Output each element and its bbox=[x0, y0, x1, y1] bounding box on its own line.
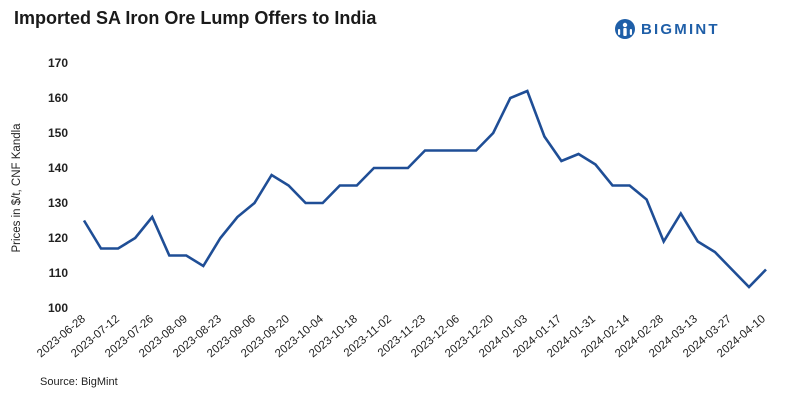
y-axis: 100 110 120 130 140 150 160 170 bbox=[48, 56, 68, 315]
y-axis-label: Prices in $/t, CNF Kandla bbox=[11, 123, 23, 253]
chart-title: Imported SA Iron Ore Lump Offers to Indi… bbox=[14, 8, 377, 28]
x-axis: 2023-06-282023-07-122023-07-262023-08-09… bbox=[35, 313, 768, 360]
series-line bbox=[82, 89, 767, 289]
y-tick-label: 110 bbox=[49, 266, 69, 280]
y-tick-label: 130 bbox=[48, 196, 68, 210]
bigmint-globe-icon bbox=[615, 19, 635, 39]
y-tick-label: 150 bbox=[48, 126, 68, 140]
source-note: Source: BigMint bbox=[40, 376, 118, 388]
brand-logo: BIGMINT bbox=[614, 18, 720, 40]
y-tick-label: 160 bbox=[48, 91, 68, 105]
y-tick-label: 170 bbox=[48, 56, 68, 70]
brand-name: BIGMINT bbox=[641, 20, 720, 38]
y-tick-label: 120 bbox=[48, 231, 68, 245]
y-tick-label: 140 bbox=[48, 161, 68, 175]
series-group bbox=[82, 89, 767, 289]
y-tick-label: 100 bbox=[48, 301, 68, 315]
